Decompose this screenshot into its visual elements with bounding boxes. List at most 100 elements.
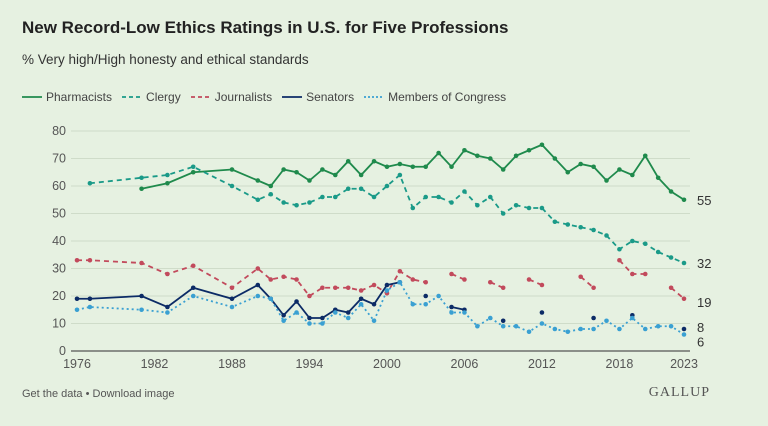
data-point	[320, 167, 325, 172]
data-point	[630, 238, 635, 244]
gallup-logo: GALLUP	[648, 385, 710, 400]
data-point	[281, 312, 286, 318]
data-point	[397, 172, 403, 178]
data-point	[449, 304, 454, 310]
data-point	[332, 172, 338, 178]
legend-label: Members of Congress	[388, 90, 507, 104]
data-point	[617, 167, 622, 172]
data-point	[462, 310, 467, 315]
data-point	[462, 189, 467, 194]
download-image-link[interactable]: Download image	[92, 388, 175, 400]
data-point	[462, 277, 467, 282]
data-point	[371, 318, 377, 324]
data-point	[565, 222, 571, 227]
series-line-journalists	[489, 281, 504, 289]
data-point	[539, 282, 545, 288]
legend-item: Members of Congress	[364, 90, 506, 104]
data-point	[681, 326, 687, 332]
series-line-journalists	[451, 273, 465, 281]
data-point	[139, 293, 144, 299]
data-point	[642, 241, 648, 247]
data-point	[630, 271, 635, 277]
data-point	[487, 194, 493, 200]
data-point	[371, 194, 377, 200]
y-tick-label: 80	[52, 124, 66, 138]
data-point	[681, 296, 687, 302]
series-line-journalists	[528, 278, 543, 286]
data-point	[462, 147, 467, 153]
data-point	[591, 285, 596, 291]
data-point	[630, 315, 635, 321]
data-point	[74, 296, 80, 302]
data-point	[229, 296, 235, 302]
data-point	[320, 194, 325, 200]
data-point	[591, 164, 596, 170]
data-point	[320, 285, 325, 291]
data-point	[268, 183, 274, 189]
data-point	[423, 194, 429, 200]
data-point	[423, 293, 429, 299]
data-point	[500, 211, 506, 216]
data-point	[255, 197, 261, 203]
data-point	[74, 257, 80, 263]
data-point	[397, 161, 403, 167]
data-point	[294, 277, 299, 282]
data-point	[487, 156, 493, 161]
data-point	[539, 142, 545, 148]
y-tick-label: 20	[52, 289, 66, 303]
data-point	[500, 285, 506, 291]
data-point	[139, 175, 144, 181]
data-point	[604, 233, 609, 238]
series-line-journalists	[77, 259, 426, 298]
data-point	[307, 178, 312, 183]
end-label: 32	[697, 256, 711, 271]
legend-swatch	[22, 96, 42, 98]
series-line-members-of-congress	[76, 280, 685, 336]
data-point	[190, 293, 196, 299]
data-point	[410, 277, 416, 282]
series-line-journalists	[670, 287, 685, 300]
data-point	[681, 332, 687, 337]
data-point	[268, 277, 274, 282]
data-point	[229, 285, 235, 291]
data-point	[190, 169, 196, 175]
legend-swatch	[282, 96, 303, 98]
get-data-link[interactable]: Get the data	[22, 388, 83, 400]
data-point	[475, 202, 480, 208]
data-point	[397, 268, 403, 274]
data-point	[345, 285, 351, 291]
data-point	[565, 169, 571, 175]
data-point	[229, 304, 235, 310]
data-point	[345, 158, 351, 164]
data-point	[410, 205, 416, 211]
data-point	[294, 169, 299, 175]
data-point	[332, 194, 338, 200]
data-point	[190, 285, 196, 291]
x-tick-label: 1976	[63, 357, 91, 371]
data-point	[384, 288, 390, 293]
footer-links: Get the data • Download image	[22, 388, 174, 400]
data-point	[526, 205, 532, 211]
data-point	[681, 197, 687, 203]
data-point	[345, 315, 351, 321]
y-tick-label: 10	[52, 317, 66, 331]
data-point	[255, 282, 261, 288]
series-line-pharmacists	[141, 143, 685, 201]
data-point	[384, 164, 390, 170]
data-point	[655, 249, 661, 255]
x-tick-label: 1994	[296, 357, 324, 371]
y-tick-label: 70	[52, 152, 66, 166]
chart-subtitle: % Very high/High honesty and ethical sta…	[22, 52, 309, 67]
chart-title: New Record-Low Ethics Ratings in U.S. fo…	[22, 18, 509, 37]
data-point	[487, 315, 493, 321]
data-point	[526, 277, 532, 282]
data-point	[500, 318, 506, 324]
data-point	[268, 191, 274, 197]
data-point	[87, 257, 93, 263]
data-point	[332, 285, 338, 291]
data-point	[500, 167, 506, 172]
y-tick-label: 50	[52, 207, 66, 221]
data-point	[552, 219, 558, 225]
data-point	[281, 167, 286, 172]
data-point	[681, 260, 687, 266]
